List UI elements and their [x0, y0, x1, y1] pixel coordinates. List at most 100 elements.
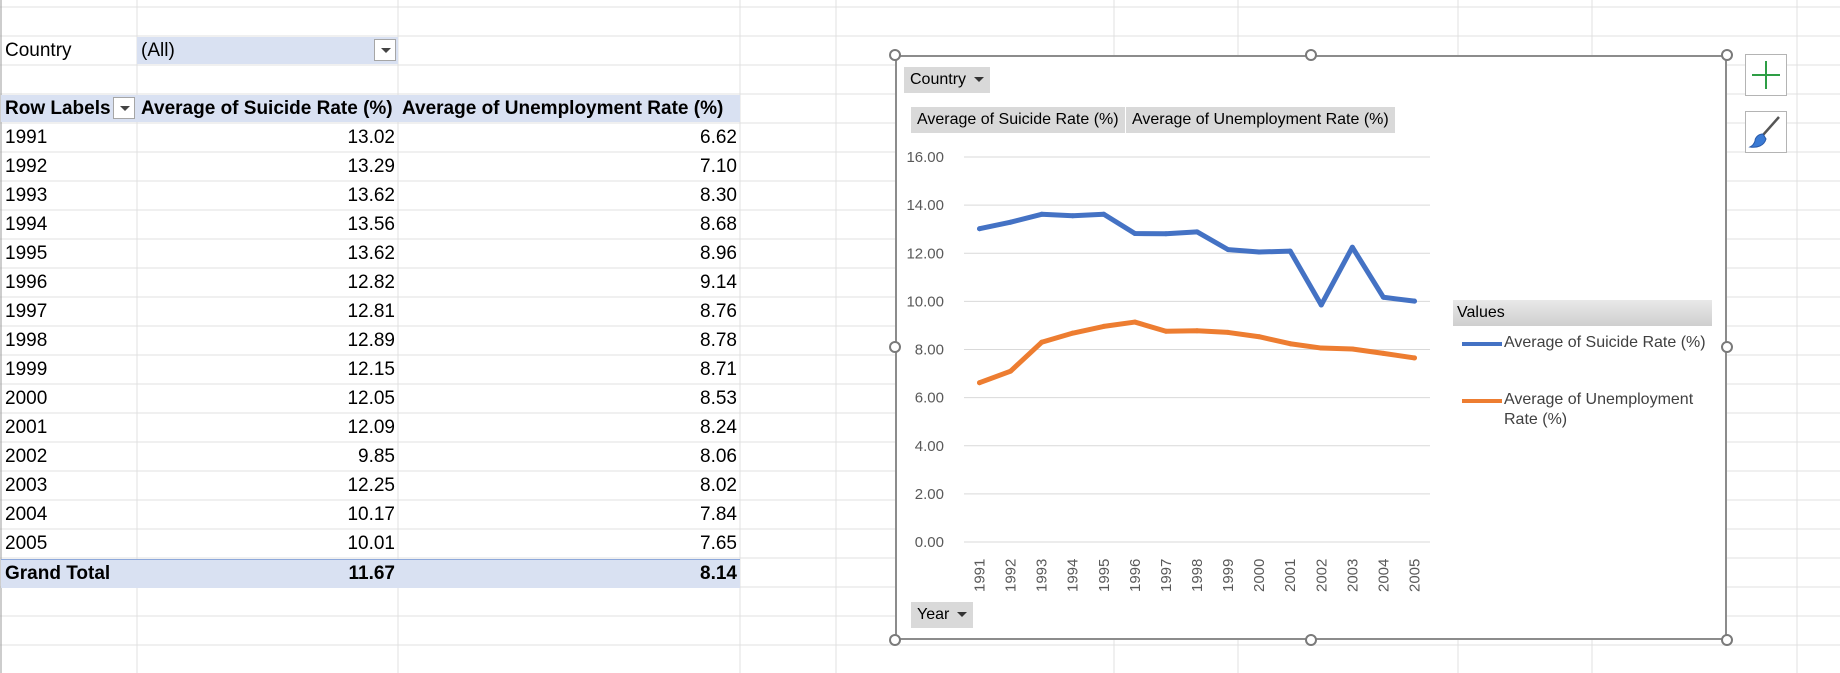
row-suicide-value: 12.82 [347, 272, 395, 293]
data-point [1318, 345, 1324, 351]
country-field-button[interactable]: Country [904, 67, 991, 93]
row-suicide-value: 10.17 [347, 504, 395, 525]
filter-band [137, 37, 398, 64]
row-suicide-value: 12.25 [347, 475, 395, 496]
data-point [1256, 334, 1262, 340]
data-point [1101, 211, 1107, 217]
y-tick-label: 12.00 [906, 245, 944, 262]
x-tick-label: 2002 [1313, 559, 1330, 592]
data-point [1039, 211, 1045, 217]
data-point [977, 380, 983, 386]
x-tick-label: 1996 [1127, 559, 1144, 592]
x-tick-label: 2000 [1251, 559, 1268, 592]
row-unemployment-value: 7.10 [700, 156, 737, 177]
row-unemployment-value: 8.02 [700, 475, 737, 496]
year-field-button[interactable]: Year [911, 602, 974, 628]
data-point [1225, 329, 1231, 335]
row-unemployment-value: 8.96 [700, 243, 737, 264]
legend-title: Values [1453, 300, 1712, 326]
x-tick-label: 1995 [1096, 559, 1113, 592]
resize-handle-left[interactable] [889, 341, 901, 353]
data-point [1008, 219, 1014, 225]
row-unemployment-value: 7.84 [700, 504, 737, 525]
row-unemployment-value: 8.78 [700, 330, 737, 351]
row-labels-dropdown-button[interactable] [113, 97, 135, 119]
chevron-down-icon [974, 77, 985, 83]
data-point [1163, 231, 1169, 237]
country-field-label: Country [910, 71, 967, 88]
resize-handle-top[interactable] [1305, 49, 1317, 61]
data-point [1411, 298, 1417, 304]
resize-handle-right[interactable] [1721, 341, 1733, 353]
row-unemployment-value: 8.68 [700, 214, 737, 235]
data-point [1287, 248, 1293, 254]
data-point [1194, 328, 1200, 334]
data-point [1070, 330, 1076, 336]
row-year-label: 2005 [5, 533, 48, 554]
x-tick-label: 2003 [1344, 559, 1361, 592]
row-suicide-value: 12.89 [347, 330, 395, 351]
row-unemployment-value: 8.30 [700, 185, 737, 206]
row-unemployment-value: 8.76 [700, 301, 737, 322]
data-point [1380, 294, 1386, 300]
suicide-rate-field-button[interactable]: Average of Suicide Rate (%) [911, 107, 1125, 133]
row-suicide-value: 12.05 [347, 388, 395, 409]
data-point [1349, 346, 1355, 352]
x-tick-label: 1993 [1034, 559, 1051, 592]
row-year-label: 2001 [5, 417, 48, 438]
x-tick-label: 1999 [1220, 559, 1237, 592]
data-point [1256, 249, 1262, 255]
unemployment-rate-field-button[interactable]: Average of Unemployment Rate (%) [1126, 107, 1395, 133]
filter-value[interactable]: (All) [141, 40, 175, 61]
y-tick-label: 8.00 [915, 342, 944, 359]
row-year-label: 1992 [5, 156, 48, 177]
row-unemployment-value: 6.62 [700, 127, 737, 148]
resize-handle-top-left[interactable] [889, 49, 901, 61]
row-suicide-value: 10.01 [347, 533, 395, 554]
row-year-label: 1998 [5, 330, 48, 351]
filter-label: Country [5, 40, 72, 61]
data-point [1070, 213, 1076, 219]
line-chart-plot: 0.00 2.00 4.00 6.00 8.00 10.00 12.00 14.00 16.00… [906, 149, 1430, 592]
data-point [1132, 319, 1138, 325]
row-unemployment-value: 8.06 [700, 446, 737, 467]
x-tick-label: 1991 [972, 559, 989, 592]
row-year-label: 2000 [5, 388, 48, 409]
resize-handle-bottom-right[interactable] [1721, 634, 1733, 646]
y-tick-label: 0.00 [915, 534, 944, 551]
total-band [1, 559, 740, 588]
pivot-chart[interactable]: Country Average of Suicide Rate (%) Aver… [895, 55, 1727, 640]
data-point [1194, 229, 1200, 235]
row-suicide-value: 12.15 [347, 359, 395, 380]
resize-handle-top-right[interactable] [1721, 49, 1733, 61]
y-tick-label: 16.00 [906, 149, 944, 166]
data-point [1225, 247, 1231, 253]
row-unemployment-value: 9.14 [700, 272, 737, 293]
x-tick-label: 1994 [1065, 559, 1082, 592]
chart-styles-button[interactable] [1745, 111, 1787, 153]
row-year-label: 2003 [5, 475, 48, 496]
row-suicide-value: 13.62 [347, 185, 395, 206]
series-line-0[interactable] [977, 211, 1417, 308]
data-point [1163, 328, 1169, 334]
row-suicide-value: 13.02 [347, 127, 395, 148]
suicide-rate-field-label: Average of Suicide Rate (%) [917, 111, 1119, 128]
row-unemployment-value: 8.24 [700, 417, 737, 438]
legend-swatch-suicide [1462, 342, 1502, 346]
resize-handle-bottom-left[interactable] [889, 634, 901, 646]
row-year-label: 1997 [5, 301, 48, 322]
x-tick-label: 1998 [1189, 559, 1206, 592]
x-tick-label: 2005 [1406, 559, 1423, 592]
row-year-label: 1993 [5, 185, 48, 206]
row-year-label: 1991 [5, 127, 48, 148]
legend-item-unemployment-line1: Average of Unemployment [1504, 391, 1694, 408]
legend-item-suicide: Average of Suicide Rate (%) [1504, 334, 1706, 351]
row-year-label: 2002 [5, 446, 48, 467]
filter-dropdown-button[interactable] [374, 39, 396, 61]
data-point [977, 226, 983, 232]
row-year-label: 2004 [5, 504, 48, 525]
chart-elements-button[interactable] [1745, 54, 1787, 96]
resize-handle-bottom[interactable] [1305, 634, 1317, 646]
data-point [1132, 231, 1138, 237]
year-field-label: Year [917, 606, 950, 623]
